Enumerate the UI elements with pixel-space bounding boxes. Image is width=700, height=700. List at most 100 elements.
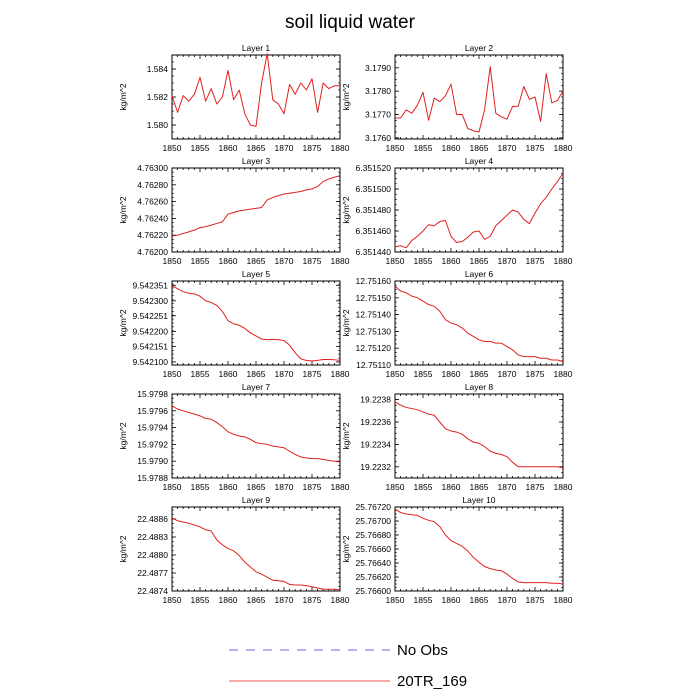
y-tick-label: 25.76600 xyxy=(356,586,392,596)
x-tick-label: 1870 xyxy=(498,256,517,266)
y-tick-label: 4.76220 xyxy=(137,230,168,240)
series-line-20tr-169 xyxy=(171,517,341,591)
panel-layer-6: Layer 6 kg/m^2 1850 1855 1860 1865 1870 1875 188… xyxy=(341,269,573,379)
y-tick-label: 9.542100 xyxy=(133,357,169,367)
y-tick-label: 12.75150 xyxy=(356,293,392,303)
x-tick-label: 1850 xyxy=(163,482,182,492)
y-tick-label: 25.76680 xyxy=(356,530,392,540)
panel-title: Layer 1 xyxy=(242,43,271,53)
x-tick-label: 1860 xyxy=(219,595,238,605)
y-axis-label: kg/m^2 xyxy=(341,196,351,223)
y-tick-label: 12.75110 xyxy=(356,360,391,370)
y-tick-label: 25.76620 xyxy=(356,572,392,582)
x-tick-label: 1860 xyxy=(442,482,461,492)
series-line-20tr-169 xyxy=(394,508,564,585)
x-tick-label: 1880 xyxy=(331,595,350,605)
x-tick-label: 1875 xyxy=(303,482,322,492)
legend-label: No Obs xyxy=(397,642,448,659)
y-tick-label: 4.76280 xyxy=(137,180,168,190)
y-tick-label: 22.4877 xyxy=(137,568,168,578)
y-tick-label: 6.351500 xyxy=(356,184,392,194)
x-tick-label: 1850 xyxy=(163,143,182,153)
x-tick-label: 1880 xyxy=(554,369,573,379)
x-tick-label: 1870 xyxy=(275,482,294,492)
x-tick-label: 1850 xyxy=(386,256,405,266)
x-tick-label: 1875 xyxy=(303,369,322,379)
x-tick-label: 1860 xyxy=(219,143,238,153)
y-tick-label: 3.1760 xyxy=(365,133,391,143)
y-tick-label: 3.1770 xyxy=(365,110,391,120)
y-tick-label: 4.76200 xyxy=(137,247,168,257)
y-tick-label: 22.4886 xyxy=(137,514,168,524)
plot-frame xyxy=(394,54,564,140)
panel-layer-7: Layer 7 kg/m^2 1850 1855 1860 1865 1870 1875 188… xyxy=(118,382,350,492)
x-tick-label: 1865 xyxy=(247,256,266,266)
series-line-20tr-169 xyxy=(171,285,341,362)
panel-title: Layer 10 xyxy=(462,495,495,505)
y-tick-label: 15.9796 xyxy=(137,406,168,416)
x-tick-label: 1865 xyxy=(247,143,266,153)
x-tick-label: 1865 xyxy=(247,482,266,492)
x-tick-label: 1880 xyxy=(554,595,573,605)
x-tick-label: 1870 xyxy=(275,256,294,266)
y-tick-label: 19.2236 xyxy=(360,417,391,427)
x-tick-label: 1870 xyxy=(275,595,294,605)
y-tick-label: 22.4874 xyxy=(137,586,168,596)
y-tick-label: 12.75130 xyxy=(356,326,392,336)
panel-layer-10: Layer 10 kg/m^2 1850 1855 1860 1865 1870 1875 18… xyxy=(341,495,573,605)
x-tick-label: 1880 xyxy=(331,482,350,492)
x-tick-label: 1855 xyxy=(191,482,210,492)
y-tick-label: 6.351520 xyxy=(356,163,392,173)
y-tick-label: 6.351460 xyxy=(356,226,392,236)
x-tick-label: 1865 xyxy=(470,369,489,379)
x-tick-label: 1850 xyxy=(386,482,405,492)
x-tick-label: 1875 xyxy=(303,143,322,153)
y-tick-label: 25.76660 xyxy=(356,544,392,554)
y-tick-label: 25.76700 xyxy=(356,516,392,526)
y-tick-label: 4.76260 xyxy=(137,197,168,207)
x-tick-label: 1855 xyxy=(414,595,433,605)
x-tick-label: 1855 xyxy=(414,482,433,492)
x-tick-label: 1850 xyxy=(163,369,182,379)
y-tick-label: 1.582 xyxy=(147,92,169,102)
x-tick-label: 1855 xyxy=(414,369,433,379)
series-line-20tr-169 xyxy=(171,53,340,127)
x-tick-label: 1850 xyxy=(163,256,182,266)
plot-frame xyxy=(171,167,341,253)
series-line-20tr-169 xyxy=(171,175,341,237)
panel-title: Layer 6 xyxy=(465,269,494,279)
y-tick-label: 1.580 xyxy=(147,120,169,130)
y-tick-label: 15.9798 xyxy=(137,389,168,399)
x-tick-label: 1875 xyxy=(303,595,322,605)
panel-layer-4: Layer 4 kg/m^2 1850 1855 1860 1865 1870 1875 188… xyxy=(341,156,573,266)
y-axis-label: kg/m^2 xyxy=(118,535,128,562)
y-tick-label: 9.542251 xyxy=(133,311,169,321)
y-axis-label: kg/m^2 xyxy=(341,422,351,449)
y-tick-label: 25.76640 xyxy=(356,558,392,568)
y-tick-label: 12.75160 xyxy=(356,276,392,286)
panel-layer-5: Layer 5 kg/m^2 1850 1855 1860 1865 1870 1875 188… xyxy=(118,269,350,379)
x-tick-label: 1860 xyxy=(219,256,238,266)
y-tick-label: 6.351440 xyxy=(356,247,392,257)
x-tick-label: 1880 xyxy=(554,143,573,153)
x-tick-label: 1875 xyxy=(526,369,545,379)
y-tick-label: 15.9788 xyxy=(137,473,168,483)
x-tick-label: 1875 xyxy=(303,256,322,266)
series-line-20tr-169 xyxy=(395,66,564,133)
x-tick-label: 1870 xyxy=(498,595,517,605)
y-tick-label: 9.542300 xyxy=(133,296,169,306)
x-tick-label: 1880 xyxy=(331,143,350,153)
y-tick-label: 22.4883 xyxy=(137,532,168,542)
x-tick-label: 1875 xyxy=(526,595,545,605)
panel-title: Layer 3 xyxy=(242,156,271,166)
y-tick-label: 25.76720 xyxy=(356,502,392,512)
plot-frame xyxy=(394,506,564,592)
plot-frame xyxy=(394,280,564,366)
plot-frame xyxy=(171,393,341,479)
plot-frame xyxy=(171,280,341,366)
panel-layer-8: Layer 8 kg/m^2 1850 1855 1860 1865 1870 1875 188… xyxy=(341,382,573,492)
x-tick-label: 1870 xyxy=(498,143,517,153)
y-tick-label: 1.584 xyxy=(147,64,169,74)
x-tick-label: 1865 xyxy=(247,369,266,379)
